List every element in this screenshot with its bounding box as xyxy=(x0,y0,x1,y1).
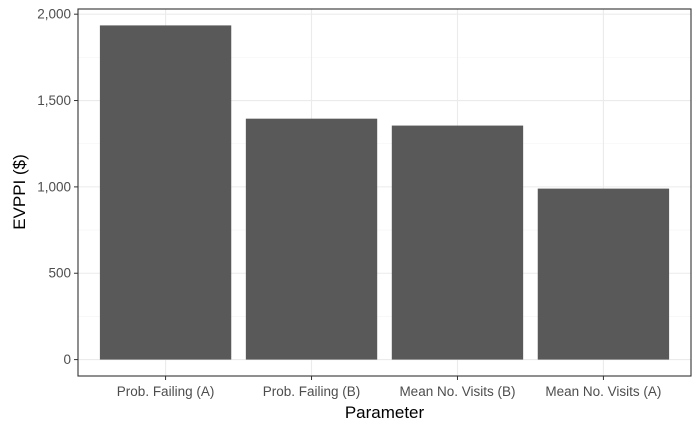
bar xyxy=(245,118,378,360)
bar xyxy=(391,125,524,360)
y-axis: 0 500 1,000 1,500 2,000 xyxy=(37,7,78,367)
bar xyxy=(99,25,232,360)
x-axis: Prob. Failing (A) Prob. Failing (B) Mean N… xyxy=(117,376,661,399)
y-tick-label: 1,000 xyxy=(37,179,71,194)
y-tick-label: 2,000 xyxy=(37,7,71,22)
y-tick-label: 1,500 xyxy=(37,93,71,108)
x-tick-label: Mean No. Visits (B) xyxy=(399,384,515,399)
y-tick-label: 0 xyxy=(63,352,71,367)
x-tick-label: Mean No. Visits (A) xyxy=(545,384,661,399)
bar xyxy=(537,188,670,360)
x-tick-label: Prob. Failing (B) xyxy=(263,384,361,399)
x-tick-label: Prob. Failing (A) xyxy=(117,384,215,399)
x-axis-title: Parameter xyxy=(345,403,425,422)
panel-border xyxy=(77,8,692,377)
y-tick-label: 500 xyxy=(48,266,71,281)
bars xyxy=(99,25,670,360)
y-axis-title: EVPPI ($) xyxy=(10,154,29,230)
